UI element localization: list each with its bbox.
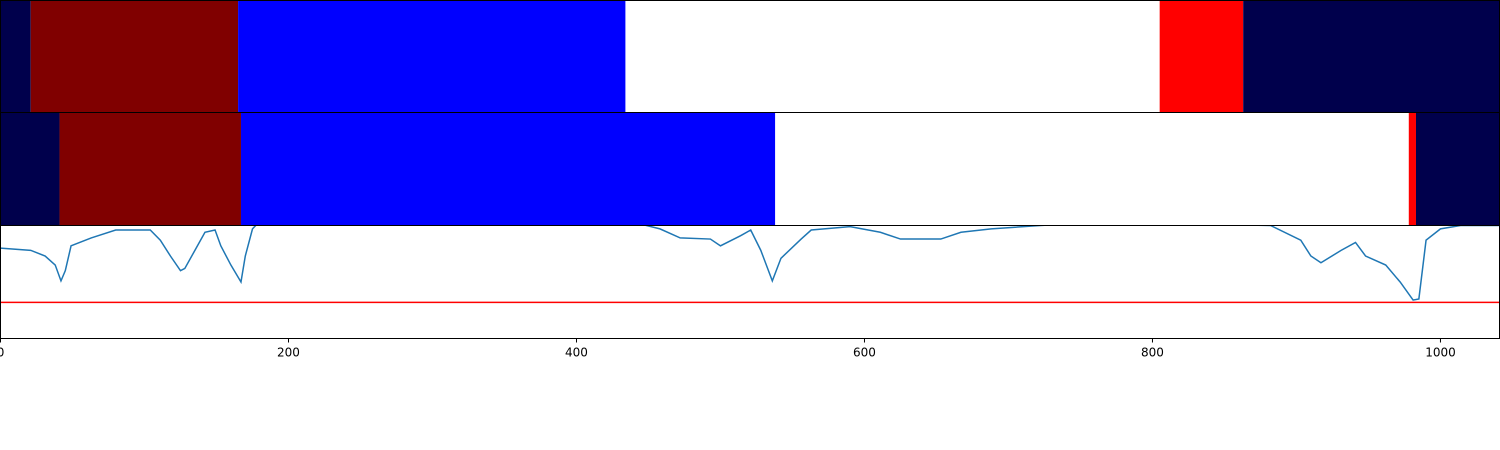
x-tick-label: 400: [565, 346, 588, 360]
axes-frame: [0, 225, 1500, 339]
x-tick-label: 600: [853, 346, 876, 360]
x-tick-label: 800: [1141, 346, 1164, 360]
plot-area: [0, 225, 1500, 304]
segment: [238, 0, 626, 113]
segment: [775, 112, 1409, 226]
x-tick-label: 0: [0, 346, 4, 360]
segment: [240, 112, 776, 226]
x-tick-label: 1000: [1425, 346, 1456, 360]
segment: [0, 0, 31, 113]
segment: [59, 112, 241, 226]
x-tick-label: 200: [277, 346, 300, 360]
segment: [0, 112, 60, 226]
segment: [1415, 112, 1500, 226]
segment: [1243, 0, 1500, 113]
segment: [1159, 0, 1244, 113]
data-line: [0, 225, 1500, 301]
segment: [1408, 112, 1416, 226]
segment: [625, 0, 1160, 113]
segment: [30, 0, 239, 113]
